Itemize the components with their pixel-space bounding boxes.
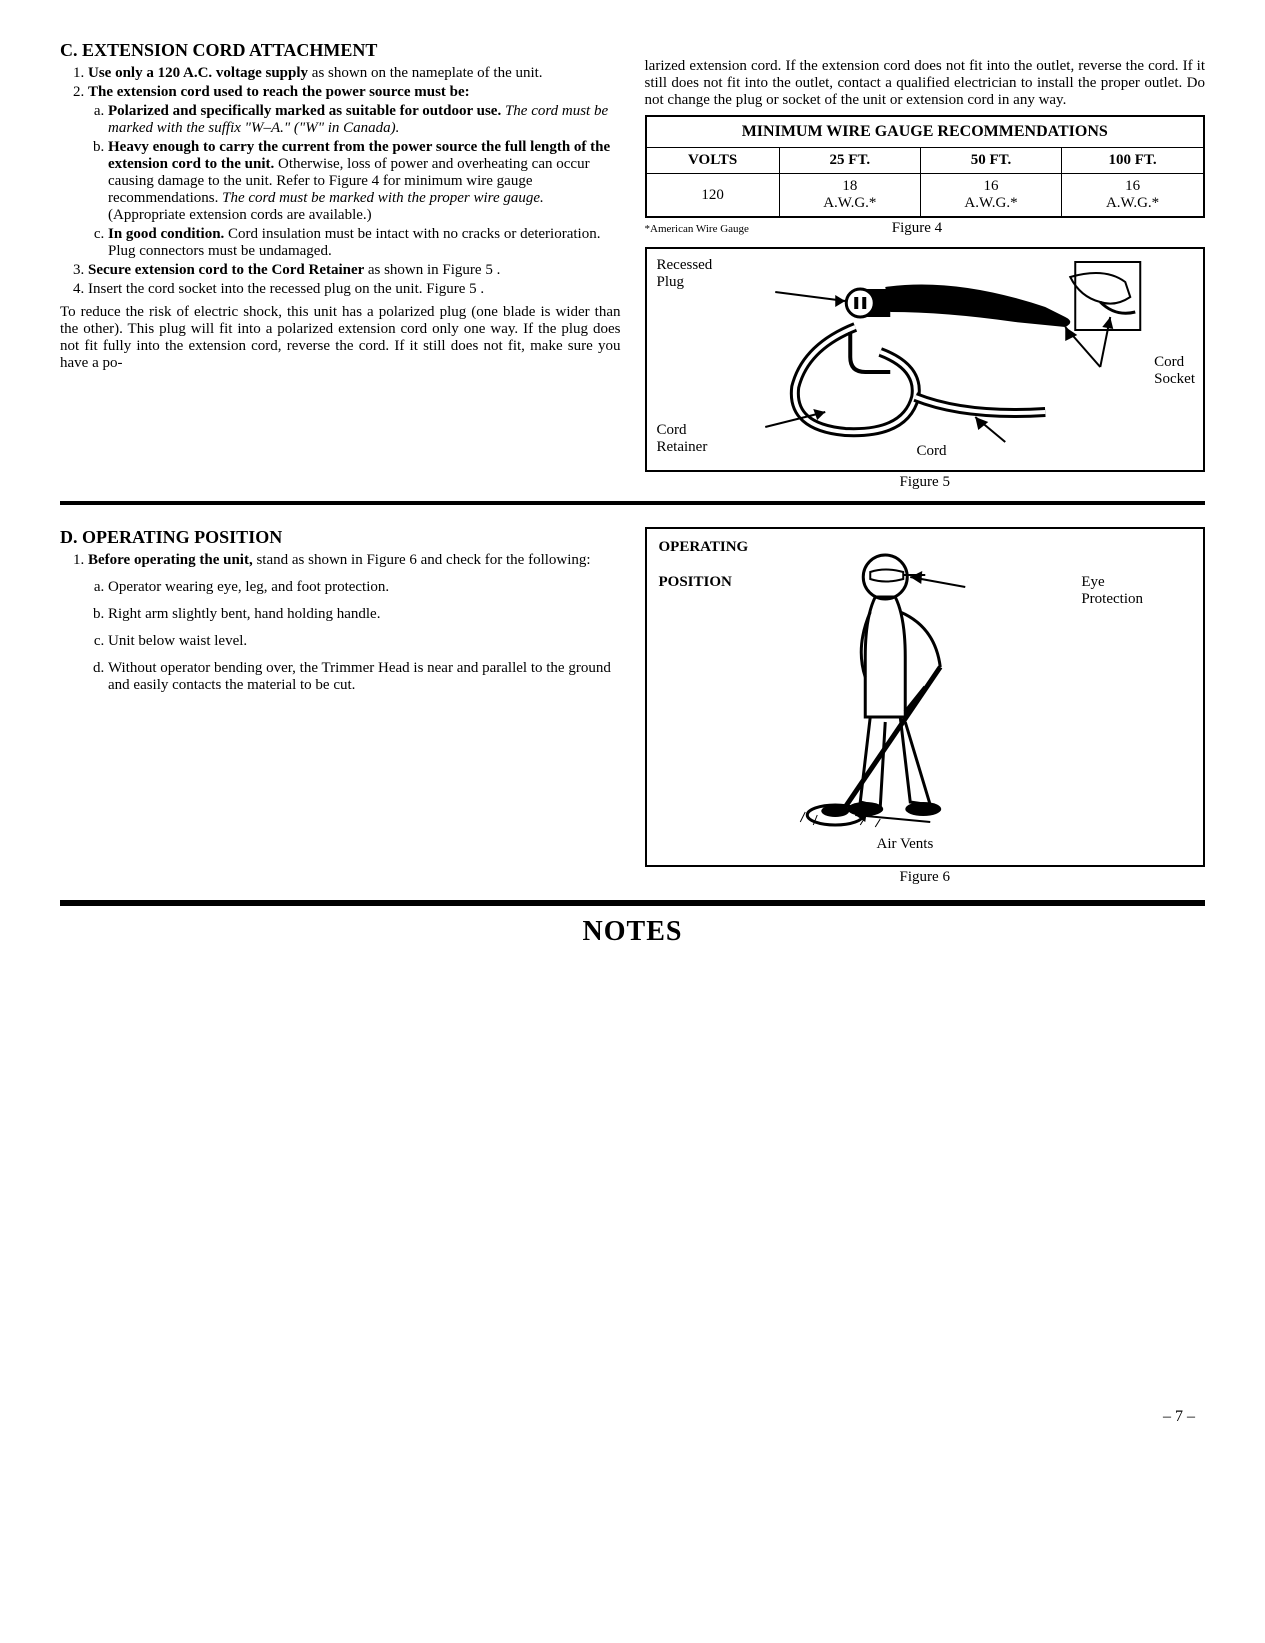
fig5-recessed: Recessed [657, 257, 713, 274]
th-50: 50 FT. [920, 148, 1061, 174]
figure4-caption: Figure 4 [689, 220, 1145, 237]
c-item-2c: In good condition. Cord insulation must … [108, 226, 621, 260]
c1-bold: Use only a 120 A.C. voltage supply [88, 65, 312, 81]
th-100: 100 FT. [1062, 148, 1204, 174]
td-volts: 120 [646, 174, 780, 218]
figure6-box: OPERATING POSITION Eye Protection Air Ve… [645, 527, 1206, 867]
c2b-rest2: (Appropriate extension cords are availab… [108, 207, 372, 223]
td-50: 16 A.W.G.* [920, 174, 1061, 218]
figure5-svg [655, 257, 1196, 457]
c-para-right: larized extension cord. If the extension… [645, 58, 1206, 109]
val25: 18 [786, 178, 914, 195]
d-item-b: Right arm slightly bent, hand holding ha… [108, 606, 621, 623]
val100: 16 [1068, 178, 1197, 195]
awg50: A.W.G.* [927, 195, 1055, 212]
fig6-protection: Protection [1081, 591, 1143, 608]
th-volts: VOLTS [646, 148, 780, 174]
divider-1 [60, 501, 1205, 505]
d-item-1: Before operating the unit, stand as show… [88, 552, 621, 694]
fig5-cord3: Cord [1154, 354, 1195, 371]
figure6-caption: Figure 6 [645, 869, 1206, 886]
awg25: A.W.G.* [786, 195, 914, 212]
c3-rest: as shown in Figure 5 . [368, 262, 501, 278]
notes-heading: NOTES [60, 916, 1205, 948]
c-item-1: Use only a 120 A.C. voltage supply as sh… [88, 65, 621, 82]
c-para-left: To reduce the risk of electric shock, th… [60, 304, 621, 372]
c2b-italic: The cord must be marked with the proper … [222, 190, 544, 206]
d1-rest: stand as shown in Figure 6 and check for… [256, 552, 590, 568]
d-item-d: Without operator bending over, the Trimm… [108, 660, 621, 694]
c3-bold: Secure extension cord to the Cord Retain… [88, 262, 368, 278]
fig6-position: POSITION [659, 574, 749, 591]
figure5-box: Recessed Plug Cord Retainer Cord Cord So… [645, 247, 1206, 472]
d-item-a: Operator wearing eye, leg, and foot prot… [108, 579, 621, 596]
c-item-2a: Polarized and specifically marked as sui… [108, 103, 621, 137]
fig5-plug: Plug [657, 274, 713, 291]
wire-gauge-table: MINIMUM WIRE GAUGE RECOMMENDATIONS VOLTS… [645, 115, 1206, 218]
c1-rest: as shown on the nameplate of the unit. [312, 65, 543, 81]
table-title: MINIMUM WIRE GAUGE RECOMMENDATIONS [646, 116, 1205, 148]
page-number: – 7 – [60, 1408, 1205, 1426]
divider-2 [60, 900, 1205, 906]
fig5-socket: Socket [1154, 371, 1195, 388]
fig5-cord1: Cord [657, 422, 708, 439]
section-c-title: C. EXTENSION CORD ATTACHMENT [60, 40, 621, 61]
c-item-4: Insert the cord socket into the recessed… [88, 281, 621, 298]
c4-rest: Insert the cord socket into the recessed… [88, 281, 484, 297]
figure5-caption: Figure 5 [645, 474, 1206, 491]
d1-bold: Before operating the unit, [88, 552, 256, 568]
awg100: A.W.G.* [1068, 195, 1197, 212]
fig6-eye: Eye [1081, 574, 1143, 591]
val50: 16 [927, 178, 1055, 195]
c2c-bold: In good condition. [108, 226, 228, 242]
c-item-2b: Heavy enough to carry the current from t… [108, 139, 621, 224]
fig6-operating: OPERATING [659, 539, 749, 556]
d-item-c: Unit below waist level. [108, 633, 621, 650]
td-100: 16 A.W.G.* [1062, 174, 1204, 218]
c2a-bold: Polarized and specifically marked as sui… [108, 103, 505, 119]
c-item-3: Secure extension cord to the Cord Retain… [88, 262, 621, 279]
fig5-cord2: Cord [917, 443, 947, 460]
section-d-title: D. OPERATING POSITION [60, 527, 621, 548]
fig5-retainer: Retainer [657, 439, 708, 456]
fig6-airvents: Air Vents [877, 836, 934, 853]
td-25: 18 A.W.G.* [779, 174, 920, 218]
c2-bold: The extension cord used to reach the pow… [88, 84, 470, 100]
c-item-2: The extension cord used to reach the pow… [88, 84, 621, 260]
th-25: 25 FT. [779, 148, 920, 174]
